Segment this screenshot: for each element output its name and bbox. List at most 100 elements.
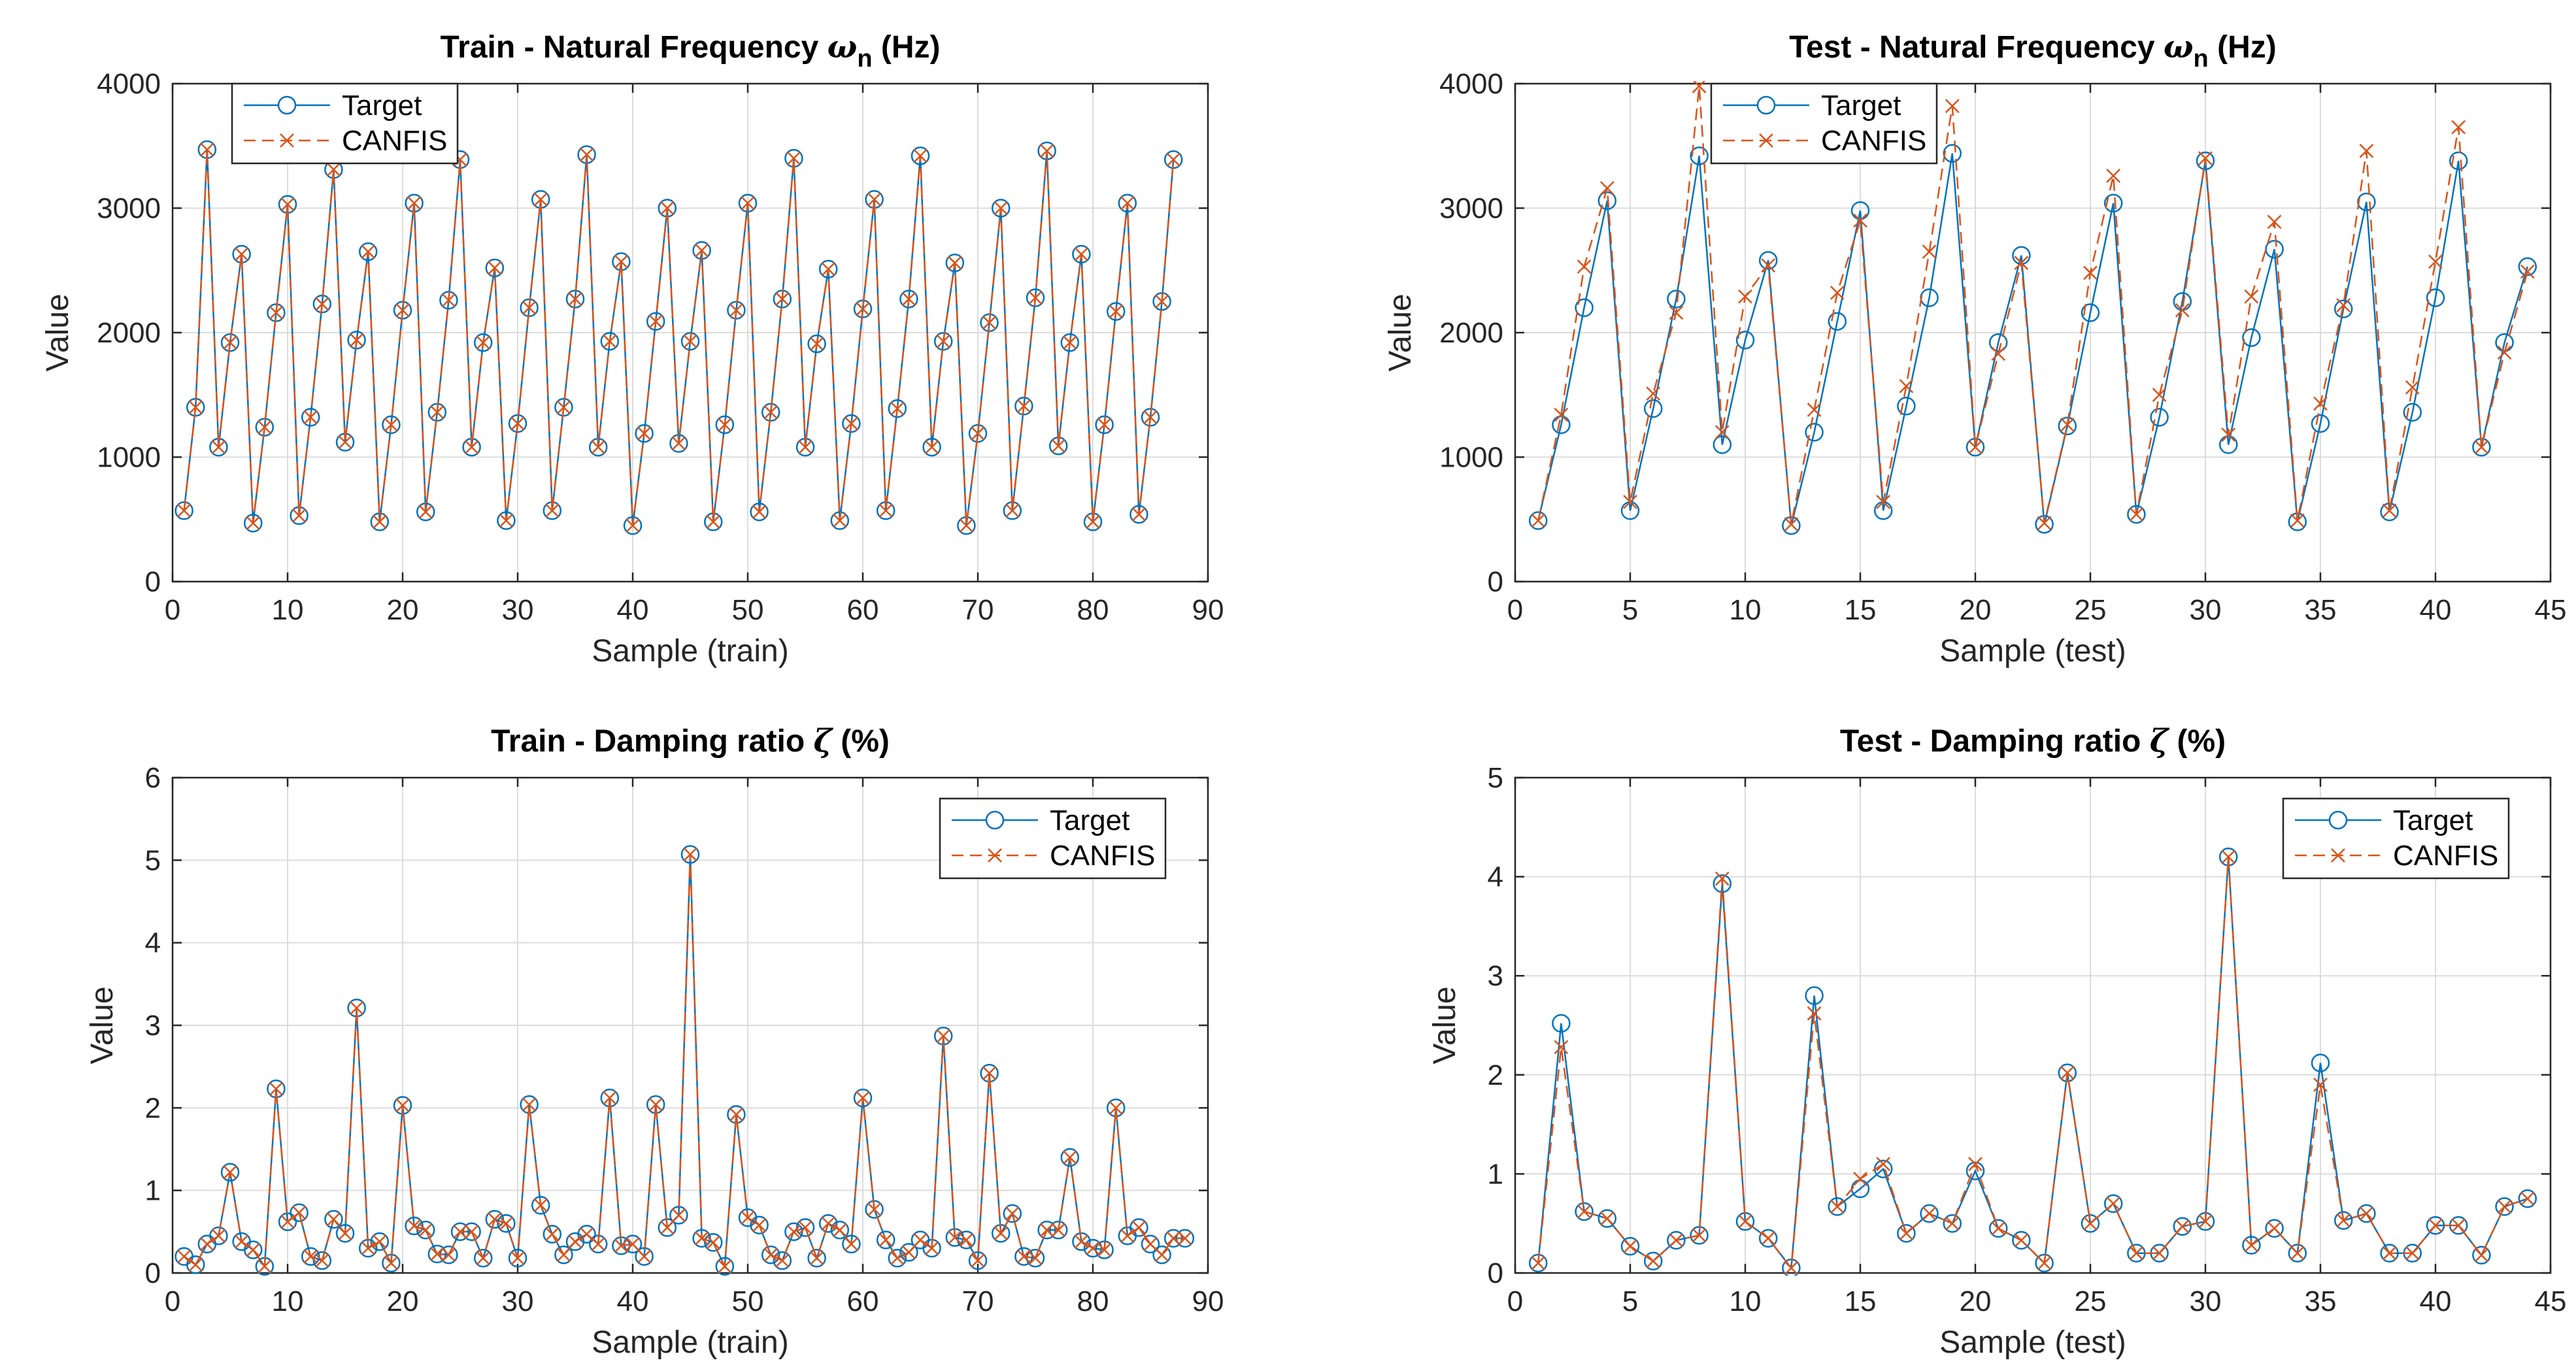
data-point-canfis [1143, 410, 1158, 425]
x-tick-label: 35 [2305, 594, 2337, 626]
data-point-canfis [2083, 1216, 2098, 1231]
data-point-target [1083, 1238, 1103, 1258]
x-tick-label: 15 [1845, 1285, 1877, 1317]
data-point-canfis [280, 197, 295, 212]
chart-title-tail: (%) [832, 724, 890, 759]
data-point-target [370, 1232, 390, 1251]
data-point-canfis [1968, 1157, 1982, 1172]
y-axis-label: Value [85, 986, 120, 1064]
data-point-target [543, 1225, 562, 1244]
data-point-target [324, 1210, 343, 1229]
data-point-target [450, 1222, 470, 1242]
x-tick-label: 30 [2190, 1285, 2222, 1317]
x-tick-label: 40 [617, 1285, 649, 1317]
data-point-canfis [2037, 1255, 2052, 1270]
data-point-canfis [1692, 81, 1707, 93]
data-point-canfis [694, 243, 709, 258]
data-point-target [2403, 403, 2422, 422]
data-point-target [1850, 201, 1870, 220]
data-point-target [1141, 408, 1160, 427]
data-point-target [243, 1240, 263, 1259]
data-point-canfis [2520, 1191, 2535, 1206]
data-point-target [715, 415, 735, 435]
data-point-target [2035, 1253, 2054, 1273]
data-point-canfis [1051, 1223, 1066, 1238]
data-point-target [1620, 1236, 1640, 1256]
data-point-canfis [913, 148, 928, 163]
chart-title: Test - Natural Frequency ωn (Hz) [1789, 29, 2276, 73]
y-tick-label: 2 [1488, 1059, 1503, 1091]
series-line-canfis [1537, 86, 2529, 525]
data-point-canfis [614, 1238, 629, 1253]
data-point-canfis [292, 1205, 307, 1220]
x-axis-label: Sample (train) [592, 1325, 788, 1360]
legend-label: CANFIS [342, 125, 447, 157]
data-point-canfis [832, 513, 847, 528]
chart-title-main: Train - Damping ratio [491, 724, 813, 759]
data-point-canfis [349, 1000, 364, 1016]
y-tick-label: 2 [145, 1092, 161, 1124]
data-point-canfis [741, 1210, 755, 1225]
data-point-target [1943, 1214, 1962, 1233]
data-point-canfis [683, 334, 697, 349]
data-point-target [1106, 302, 1126, 321]
data-point-canfis [522, 1097, 537, 1112]
data-point-canfis [1830, 286, 1845, 300]
data-point-canfis [626, 518, 640, 533]
y-tick-label: 0 [145, 566, 161, 598]
data-point-canfis [418, 1223, 433, 1238]
data-point-target [2357, 1204, 2376, 1223]
legend: Target CANFIS [939, 797, 1167, 880]
data-point-target [830, 1221, 850, 1240]
data-point-canfis [1005, 503, 1020, 518]
data-point-canfis [1554, 1040, 1569, 1055]
data-point-canfis [556, 1247, 571, 1263]
data-point-canfis [280, 1214, 295, 1229]
data-point-canfis [809, 337, 824, 352]
data-point-target [2127, 504, 2146, 524]
data-point-canfis [464, 1224, 479, 1239]
data-point-canfis [1922, 1206, 1937, 1221]
y-tick-label: 5 [1488, 762, 1503, 794]
data-point-canfis [1738, 289, 1752, 304]
data-point-canfis [1968, 440, 1982, 455]
data-point-canfis [441, 293, 456, 308]
series-canfis [176, 847, 1192, 1274]
data-point-target [1095, 1240, 1114, 1259]
data-point-target [347, 331, 366, 350]
data-point-target [497, 511, 516, 530]
data-point-canfis [2497, 345, 2512, 360]
data-point-target [1129, 504, 1148, 524]
data-point-target [209, 1226, 228, 1246]
data-point-canfis [1669, 305, 1684, 320]
data-point-canfis [660, 201, 675, 216]
x-tick-label: 50 [732, 1285, 764, 1317]
data-point-canfis [694, 1231, 709, 1246]
data-point-canfis [1738, 1214, 1752, 1229]
data-point-canfis [1876, 495, 1891, 509]
y-tick-label: 4000 [1439, 68, 1503, 100]
data-point-target [646, 312, 665, 331]
legend-label: CANFIS [1050, 840, 1155, 872]
data-point-target [968, 424, 988, 443]
y-tick-label: 3000 [97, 193, 161, 225]
data-point-canfis [533, 1198, 548, 1213]
data-point-target [715, 1257, 735, 1276]
chart-title-main: Train - Natural Frequency [440, 30, 827, 65]
data-point-canfis [947, 256, 962, 271]
chart-title-symbol: ζ [813, 723, 833, 759]
y-tick-label: 1 [145, 1175, 161, 1207]
data-point-canfis [706, 1235, 721, 1250]
chart-panel-3: 0 10 20 30 40 50 60 70 80 90 0 1 2 3 4 5 6 Sample (train)… [85, 723, 1224, 1360]
data-point-target [1713, 435, 1732, 454]
data-point-canfis [2313, 396, 2328, 411]
data-point-canfis [901, 1245, 916, 1260]
data-point-target [876, 1231, 895, 1249]
x-tick-label: 45 [2535, 1285, 2567, 1317]
data-point-canfis [544, 503, 560, 518]
data-point-target [220, 333, 240, 352]
data-point-canfis [2244, 1238, 2259, 1253]
data-point-canfis [683, 847, 697, 862]
data-point-canfis [1646, 386, 1661, 401]
data-point-canfis [1715, 871, 1730, 886]
